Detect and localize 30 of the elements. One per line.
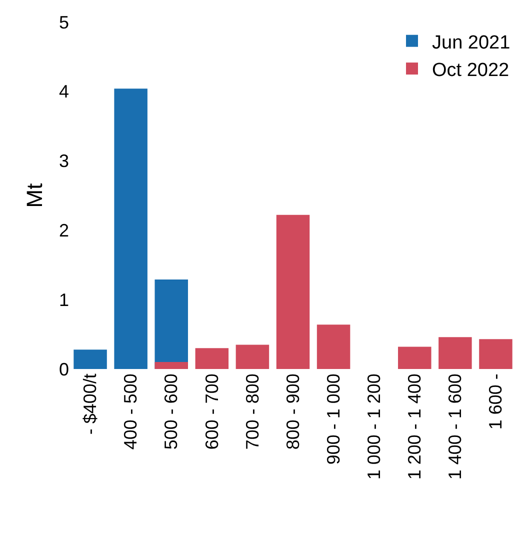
x-tick-label: 1 400 - 1 600: [445, 374, 466, 480]
x-tick-label: 400 - 500: [120, 374, 141, 450]
y-tick-label: 4: [58, 82, 69, 102]
bar: [276, 214, 310, 369]
bar: [114, 88, 148, 369]
bar: [195, 348, 229, 369]
y-tick-label: 1: [58, 290, 69, 310]
x-tick-label: 1 600 -: [486, 374, 506, 430]
y-tick-label: 0: [58, 359, 69, 380]
x-tick-label: 500 - 600: [161, 374, 182, 450]
bar: [479, 339, 512, 369]
x-tick-label: 1 200 - 1 400: [404, 374, 424, 480]
y-tick-label: 2: [58, 220, 69, 240]
x-tick-label: - $400/t: [80, 374, 100, 435]
x-tick-label: 600 - 700: [202, 374, 222, 450]
bar: [236, 344, 270, 369]
bar: [154, 362, 188, 369]
x-tick-label: 700 - 800: [242, 374, 262, 450]
legend-label: Jun 2021: [432, 32, 510, 54]
bar: [316, 324, 350, 369]
x-tick-label: 800 - 900: [282, 374, 303, 450]
y-tick-label: 3: [58, 151, 69, 172]
x-tick-label: 900 - 1 000: [323, 374, 344, 465]
x-tick-label: 1 000 - 1 200: [364, 374, 384, 480]
bar: [398, 346, 432, 369]
bar: [438, 337, 472, 369]
legend-label: Oct 2022: [432, 60, 510, 81]
y-axis-title: Mt: [22, 183, 47, 208]
bar: [74, 350, 107, 369]
y-tick-label: 5: [58, 12, 69, 32]
